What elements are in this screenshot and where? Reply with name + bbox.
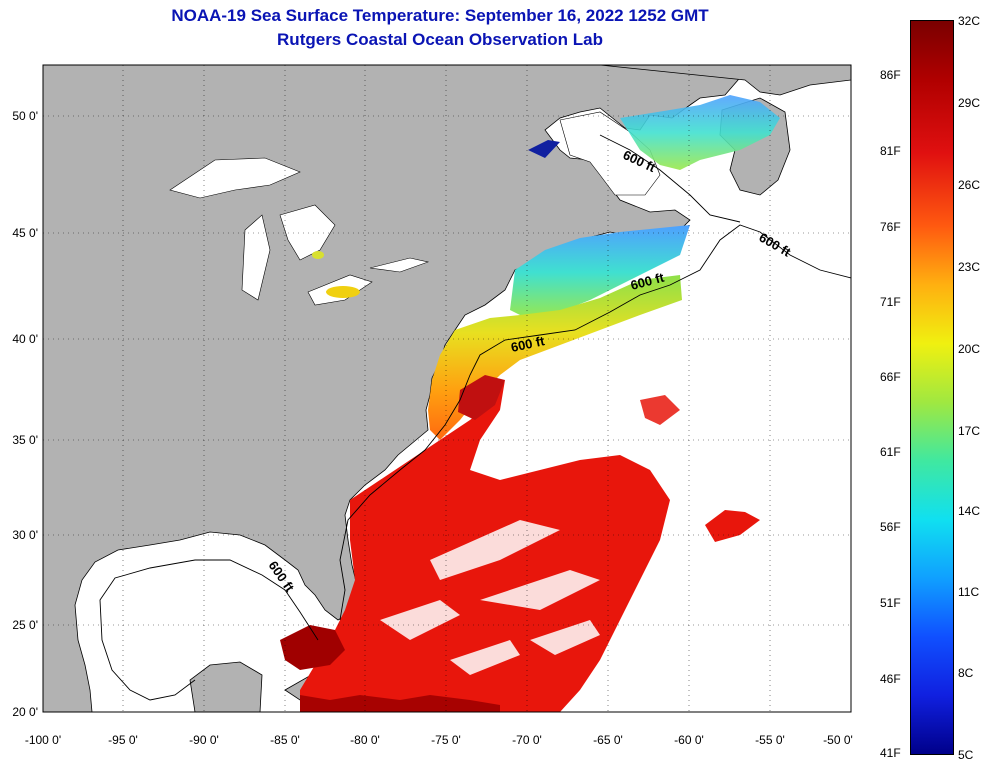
lon-tick: -85 0'	[270, 733, 300, 747]
yucatan-land	[189, 661, 263, 712]
lon-tick: -50 0'	[823, 733, 853, 747]
lake-erie-warm	[326, 286, 360, 298]
colorbar-c-label: 26C	[958, 178, 981, 192]
longitude-axis: -100 0' -95 0' -90 0' -85 0' -80 0' -75 …	[25, 733, 853, 747]
colorbar-c-label: 8C	[958, 666, 974, 680]
colorbar-f-label: 86F	[880, 68, 901, 82]
lon-tick: -65 0'	[593, 733, 623, 747]
st-lawrence-cold	[528, 140, 560, 158]
lon-tick: -75 0'	[431, 733, 461, 747]
colorbar-c-label: 5C	[958, 748, 974, 762]
colorbar-f-label: 51F	[880, 596, 901, 610]
warm-eddy-offshore	[705, 510, 760, 542]
caribbean-hot	[300, 695, 500, 712]
lon-tick: -100 0'	[25, 733, 61, 747]
lat-tick: 40 0'	[12, 332, 38, 346]
lat-tick: 35 0'	[12, 433, 38, 447]
cloud-streaks	[380, 520, 600, 675]
colorbar-c-label: 11C	[958, 585, 980, 599]
lat-tick: 30 0'	[12, 528, 38, 542]
colorbar-f-label: 56F	[880, 520, 901, 534]
gulf-of-maine-sst	[510, 225, 690, 320]
colorbar-f-label: 71F	[880, 295, 901, 309]
colorbar-f-label: 46F	[880, 672, 901, 686]
lon-tick: -70 0'	[512, 733, 542, 747]
colorbar-c-label: 20C	[958, 342, 981, 356]
lon-tick: -60 0'	[674, 733, 704, 747]
lat-tick: 25 0'	[12, 618, 38, 632]
colorbar-c-label: 17C	[958, 424, 981, 438]
colorbar-f-label: 66F	[880, 370, 901, 384]
florida-strait-hot	[280, 625, 345, 670]
isobath-600ft-gulf	[99, 559, 319, 701]
map-frame	[42, 64, 852, 713]
colorbar-f-label: 81F	[880, 144, 901, 158]
isobath-600ft-atlantic	[339, 224, 851, 621]
lon-tick: -95 0'	[108, 733, 138, 747]
map-subtitle: Rutgers Coastal Ocean Observation Lab	[277, 30, 603, 49]
colorbar-c-label: 29C	[958, 96, 981, 110]
lat-tick: 50 0'	[12, 109, 38, 123]
isobath-600ft-north	[599, 134, 741, 223]
colorbar-c-label: 32C	[958, 14, 981, 28]
lake-huron-warm	[312, 251, 324, 259]
lon-tick: -80 0'	[350, 733, 380, 747]
mid-atlantic-shelf-sst	[428, 275, 682, 440]
colorbar-gradient	[910, 20, 954, 755]
latitude-axis: 20 0' 25 0' 30 0' 35 0' 40 0' 45 0' 50 0…	[12, 109, 38, 719]
contour-label-midatlantic: 600 ft	[510, 333, 547, 355]
colorbar-f-label: 76F	[880, 220, 901, 234]
labrador-land	[599, 65, 851, 96]
map-title: NOAA-19 Sea Surface Temperature: Septemb…	[171, 6, 709, 25]
gulf-st-lawrence	[559, 111, 661, 196]
gulf-cool-patch	[620, 95, 780, 170]
colorbar-c-label: 23C	[958, 260, 981, 274]
colorbar-f-label: 61F	[880, 445, 901, 459]
sargasso-red-patch	[640, 395, 680, 425]
lon-tick: -90 0'	[189, 733, 219, 747]
lat-tick: 45 0'	[12, 226, 38, 240]
colorbar-f-label: 41F	[880, 746, 901, 760]
temperature-colorbar	[910, 20, 954, 755]
colorbar-c-label: 14C	[958, 504, 981, 518]
gulf-stream-core	[458, 375, 505, 420]
lat-tick: 20 0'	[12, 705, 38, 719]
lon-tick: -55 0'	[755, 733, 785, 747]
